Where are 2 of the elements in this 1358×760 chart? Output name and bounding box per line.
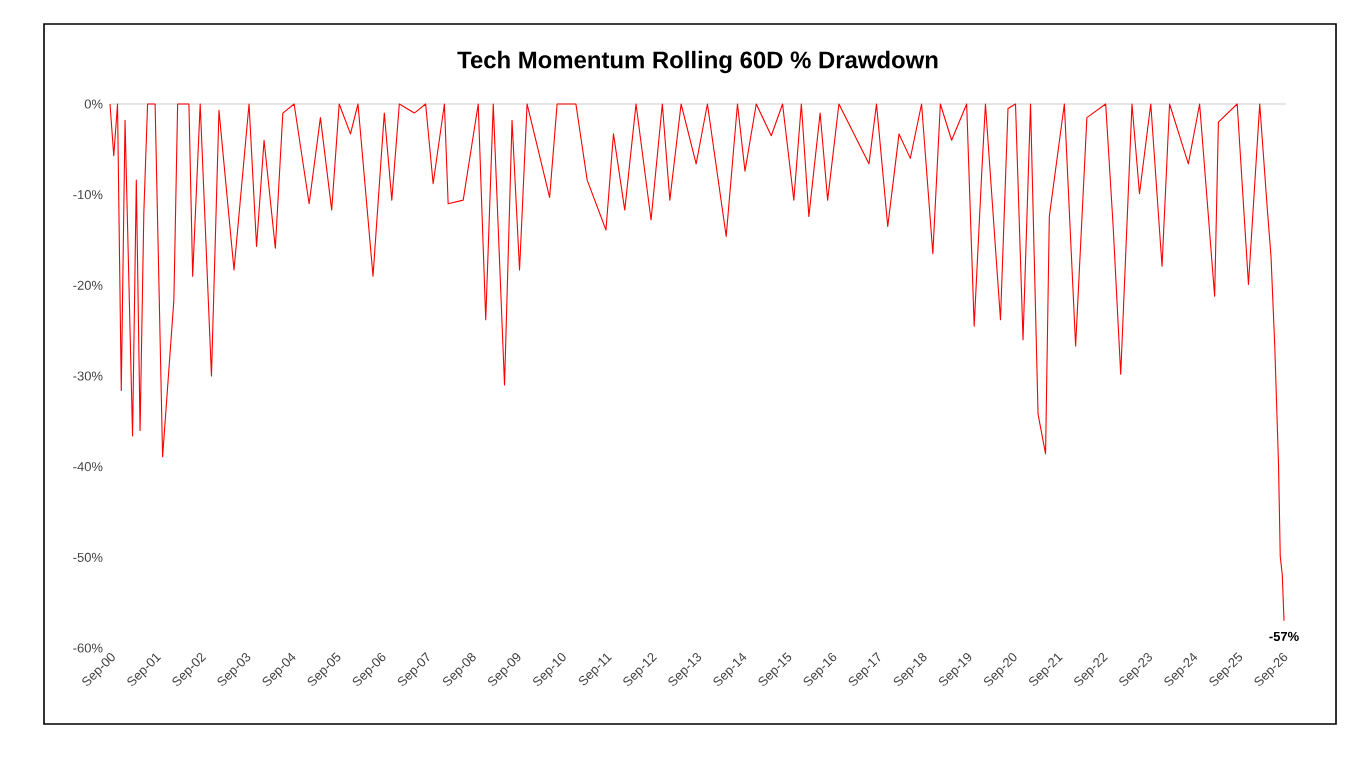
line-series <box>109 103 1285 622</box>
chart-title: Tech Momentum Rolling 60D % Drawdown <box>457 50 938 74</box>
